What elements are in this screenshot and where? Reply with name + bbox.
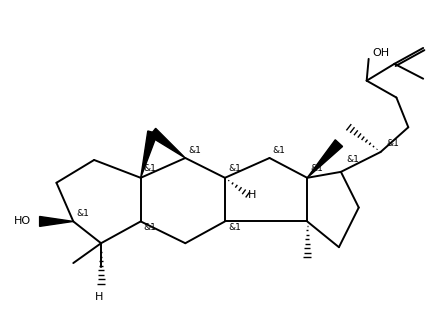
Text: &1: &1 [144,164,156,173]
Text: OH: OH [373,48,390,58]
Polygon shape [149,128,185,158]
Text: &1: &1 [144,223,156,232]
Text: H: H [95,292,103,302]
Text: HO: HO [14,216,31,226]
Text: &1: &1 [386,139,399,148]
Text: &1: &1 [228,164,241,173]
Polygon shape [141,131,157,178]
Text: &1: &1 [188,146,201,155]
Polygon shape [40,217,73,226]
Text: &1: &1 [76,209,89,218]
Text: &1: &1 [228,223,241,232]
Polygon shape [307,140,343,178]
Text: &1: &1 [273,146,285,155]
Text: H: H [248,190,256,200]
Text: &1: &1 [347,156,360,164]
Text: &1: &1 [310,164,323,173]
